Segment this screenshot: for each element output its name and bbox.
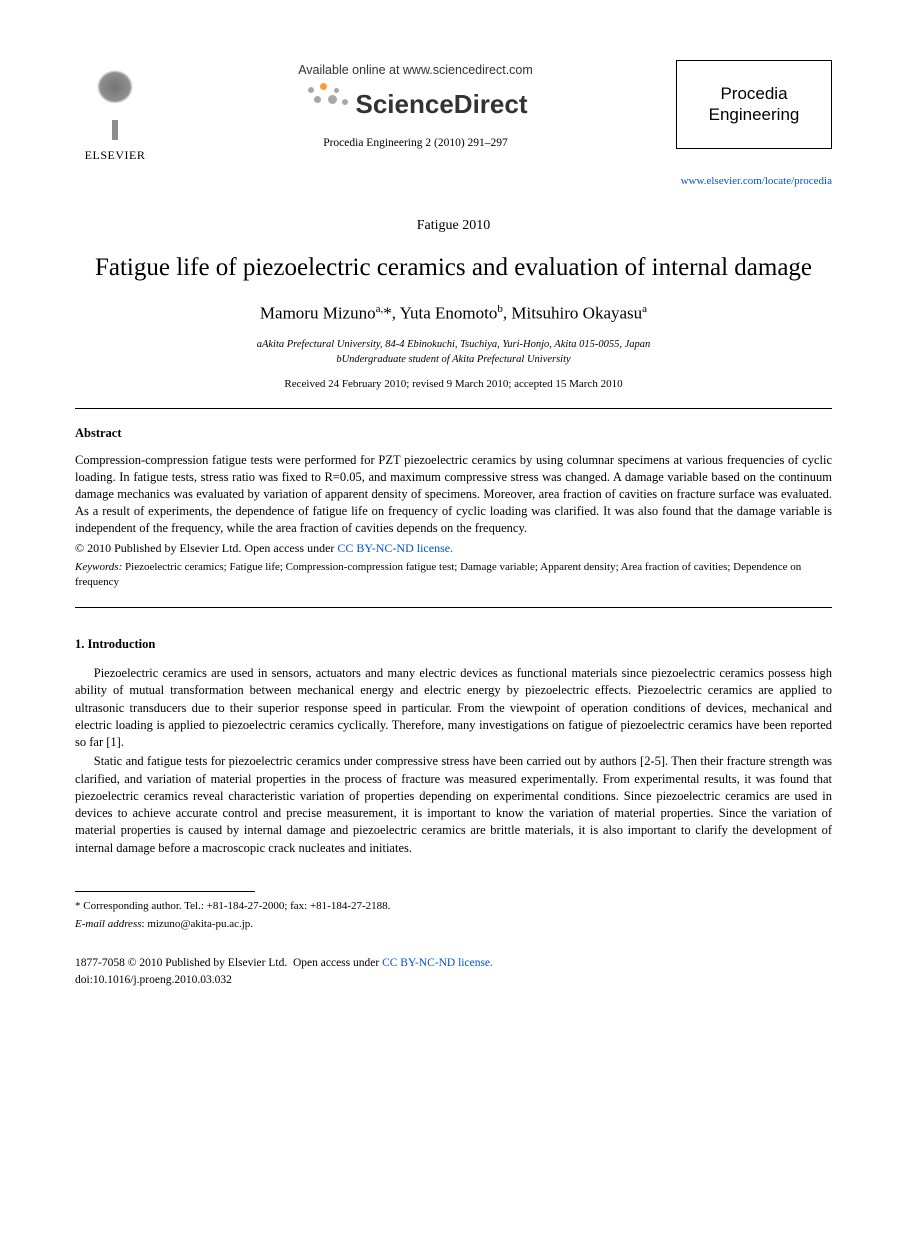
journal-box: Procedia Engineering xyxy=(676,60,832,149)
cc-license-link[interactable]: CC BY-NC-ND license. xyxy=(337,541,453,555)
issn-copyright-line: 1877-7058 © 2010 Published by Elsevier L… xyxy=(75,955,832,972)
journal-name-line2: Engineering xyxy=(683,104,825,125)
bottom-cc-link[interactable]: CC BY-NC-ND license. xyxy=(382,957,493,969)
author-1-star: * xyxy=(383,304,392,323)
journal-link[interactable]: www.elsevier.com/locate/procedia xyxy=(681,175,832,187)
sciencedirect-text: ScienceDirect xyxy=(356,87,528,122)
open-access-text: Open access under xyxy=(244,541,337,555)
email-label: E-mail address xyxy=(75,918,142,930)
affiliations: aAkita Prefectural University, 84-4 Ebin… xyxy=(75,338,832,367)
journal-name-line1: Procedia xyxy=(683,83,825,104)
abstract-copyright: © 2010 Published by Elsevier Ltd. Open a… xyxy=(75,540,832,556)
author-1: Mamoru Mizuno xyxy=(260,304,376,323)
introduction-heading: 1. Introduction xyxy=(75,636,832,653)
issn-prefix: 1877-7058 © 2010 Published by Elsevier L… xyxy=(75,957,287,969)
keywords-label: Keywords: xyxy=(75,561,122,573)
footnote-rule xyxy=(75,891,255,892)
email-value: : mizuno@akita-pu.ac.jp. xyxy=(142,918,254,930)
sciencedirect-logo: ScienceDirect xyxy=(173,83,658,122)
intro-paragraph-2: Static and fatigue tests for piezoelectr… xyxy=(75,753,832,857)
intro-paragraph-1: Piezoelectric ceramics are used in senso… xyxy=(75,665,832,751)
author-3: , Mitsuhiro Okayasu xyxy=(503,304,642,323)
rule-above-abstract xyxy=(75,408,832,409)
affiliation-a: aAkita Prefectural University, 84-4 Ebin… xyxy=(75,338,832,353)
corresponding-author-footnote: * Corresponding author. Tel.: +81-184-27… xyxy=(75,898,832,915)
article-title: Fatigue life of piezoelectric ceramics a… xyxy=(75,252,832,285)
copyright-prefix: © 2010 Published by Elsevier Ltd. xyxy=(75,541,241,555)
bottom-block: 1877-7058 © 2010 Published by Elsevier L… xyxy=(75,955,832,990)
article-dates: Received 24 February 2010; revised 9 Mar… xyxy=(75,377,832,392)
available-online-text: Available online at www.sciencedirect.co… xyxy=(173,62,658,79)
elsevier-label: ELSEVIER xyxy=(75,147,155,163)
keywords-text: Piezoelectric ceramics; Fatigue life; Co… xyxy=(75,561,801,588)
affiliation-b: bUndergraduate student of Akita Prefectu… xyxy=(75,353,832,368)
header-center: Available online at www.sciencedirect.co… xyxy=(173,60,658,151)
abstract-text: Compression-compression fatigue tests we… xyxy=(75,452,832,536)
doi-line: doi:10.1016/j.proeng.2010.03.032 xyxy=(75,972,832,989)
header-row: ELSEVIER Available online at www.science… xyxy=(75,60,832,163)
elsevier-logo-block: ELSEVIER xyxy=(75,60,155,163)
conference-name: Fatigue 2010 xyxy=(75,217,832,236)
email-footnote: E-mail address: mizuno@akita-pu.ac.jp. xyxy=(75,916,832,933)
elsevier-tree-icon xyxy=(79,60,151,144)
author-2: , Yuta Enomoto xyxy=(392,304,498,323)
rule-below-abstract xyxy=(75,607,832,608)
abstract-heading: Abstract xyxy=(75,425,832,442)
bottom-open-access: Open access under xyxy=(293,957,382,969)
author-3-sup: a xyxy=(642,303,647,315)
citation-line: Procedia Engineering 2 (2010) 291–297 xyxy=(173,136,658,152)
authors-line: Mamoru Mizunoa,*, Yuta Enomotob, Mitsuhi… xyxy=(75,302,832,326)
sciencedirect-dots-icon xyxy=(304,83,350,113)
journal-link-row: www.elsevier.com/locate/procedia xyxy=(75,171,832,189)
keywords-line: Keywords: Piezoelectric ceramics; Fatigu… xyxy=(75,560,832,590)
